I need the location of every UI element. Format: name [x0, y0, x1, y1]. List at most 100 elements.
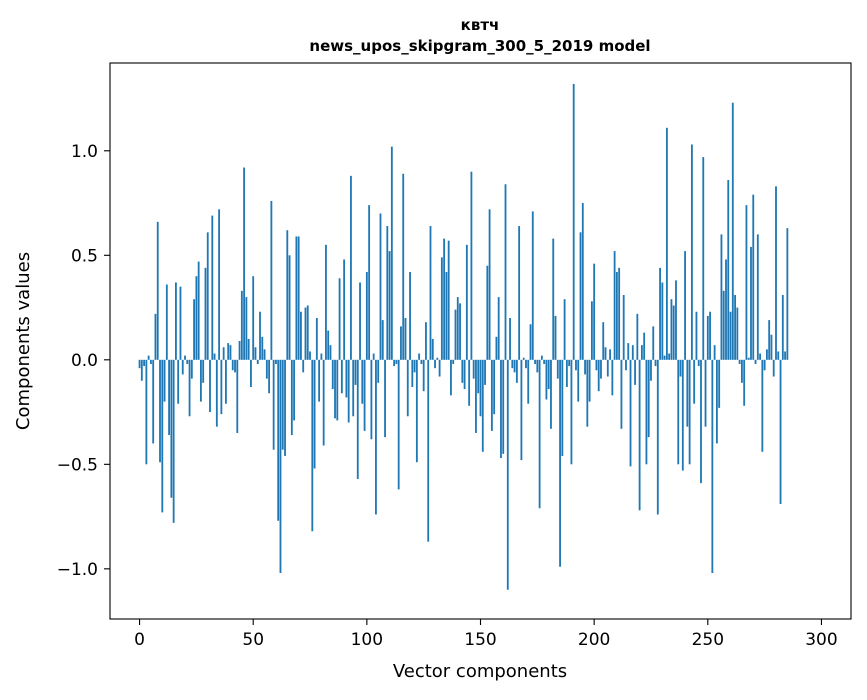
bar	[600, 359, 602, 379]
bar	[422, 359, 425, 392]
bar	[597, 359, 600, 392]
bar	[263, 349, 266, 360]
bar	[556, 359, 559, 379]
bar	[484, 359, 486, 385]
bar	[279, 359, 282, 574]
bar	[777, 351, 780, 360]
bar	[622, 295, 625, 360]
bar	[654, 359, 657, 367]
bar	[290, 359, 293, 436]
bar	[659, 267, 661, 360]
bar	[220, 359, 223, 415]
bar	[706, 315, 709, 360]
bar	[190, 359, 193, 379]
bar	[602, 322, 605, 360]
bar	[438, 359, 441, 377]
bar	[406, 359, 409, 417]
bar	[175, 282, 177, 360]
bar	[686, 359, 689, 427]
bar	[493, 359, 496, 415]
bar	[738, 359, 741, 364]
bar	[363, 359, 366, 431]
bar	[606, 359, 609, 377]
bar	[359, 282, 361, 360]
bar	[720, 234, 723, 360]
bar	[161, 359, 164, 513]
bar	[259, 311, 261, 360]
bar	[459, 303, 461, 360]
bar	[297, 236, 300, 360]
bar	[768, 320, 771, 360]
bars-group	[138, 83, 789, 590]
bar	[254, 347, 257, 360]
bar	[559, 359, 561, 567]
bar	[713, 345, 716, 360]
bar	[454, 309, 457, 360]
bar	[318, 359, 321, 402]
bar	[740, 359, 743, 383]
bar	[168, 359, 171, 436]
bar	[570, 359, 573, 465]
bar	[211, 215, 214, 360]
bar	[429, 226, 432, 360]
bar	[727, 180, 730, 360]
bar	[286, 230, 289, 360]
bar	[506, 359, 509, 590]
bar	[243, 167, 246, 360]
bar	[656, 359, 659, 515]
bar	[543, 359, 546, 364]
bar	[770, 334, 773, 360]
y-axis-ticks: −1.0 −0.5 0.0 0.5 1.0	[57, 142, 110, 580]
bar	[215, 359, 218, 427]
bar	[725, 259, 727, 360]
bar	[754, 359, 757, 364]
bar	[400, 326, 402, 360]
bar	[613, 251, 616, 360]
bar	[743, 359, 746, 406]
bar	[593, 263, 596, 360]
bar	[531, 211, 534, 360]
bar	[236, 359, 239, 433]
bar	[486, 265, 489, 360]
chart-title-line-2: news_upos_skipgram_300_5_2019 model	[309, 37, 650, 55]
bar	[325, 244, 327, 360]
bar	[163, 359, 166, 402]
bar	[447, 240, 450, 360]
bar	[461, 359, 464, 383]
bar	[295, 236, 298, 360]
bar	[450, 359, 452, 396]
bar	[365, 272, 368, 360]
bar	[204, 267, 207, 360]
bar	[538, 359, 541, 509]
x-axis-ticks: 0 50 100 150 200 250 300	[134, 619, 838, 650]
bar	[684, 251, 686, 360]
bar	[440, 257, 443, 360]
bar	[479, 359, 482, 417]
bar	[327, 330, 330, 360]
bar	[384, 359, 386, 438]
bar	[300, 311, 302, 360]
bar	[331, 359, 334, 390]
bar	[340, 359, 343, 394]
bar	[413, 359, 416, 373]
bar	[154, 313, 157, 360]
bar	[218, 209, 221, 360]
bar	[731, 102, 734, 360]
bar	[354, 359, 357, 385]
bar	[356, 359, 359, 479]
bar	[640, 345, 643, 360]
bar	[179, 286, 182, 360]
bar	[547, 359, 550, 390]
bar	[693, 359, 696, 404]
bar	[456, 297, 459, 360]
bar	[465, 244, 468, 360]
bar	[652, 326, 655, 360]
bar	[370, 359, 373, 440]
bar	[497, 297, 500, 360]
x-tick-label: 250	[692, 630, 724, 650]
bar	[402, 173, 405, 360]
y-axis-label: Components values	[13, 252, 34, 430]
bar	[697, 359, 700, 367]
bar	[529, 324, 532, 360]
